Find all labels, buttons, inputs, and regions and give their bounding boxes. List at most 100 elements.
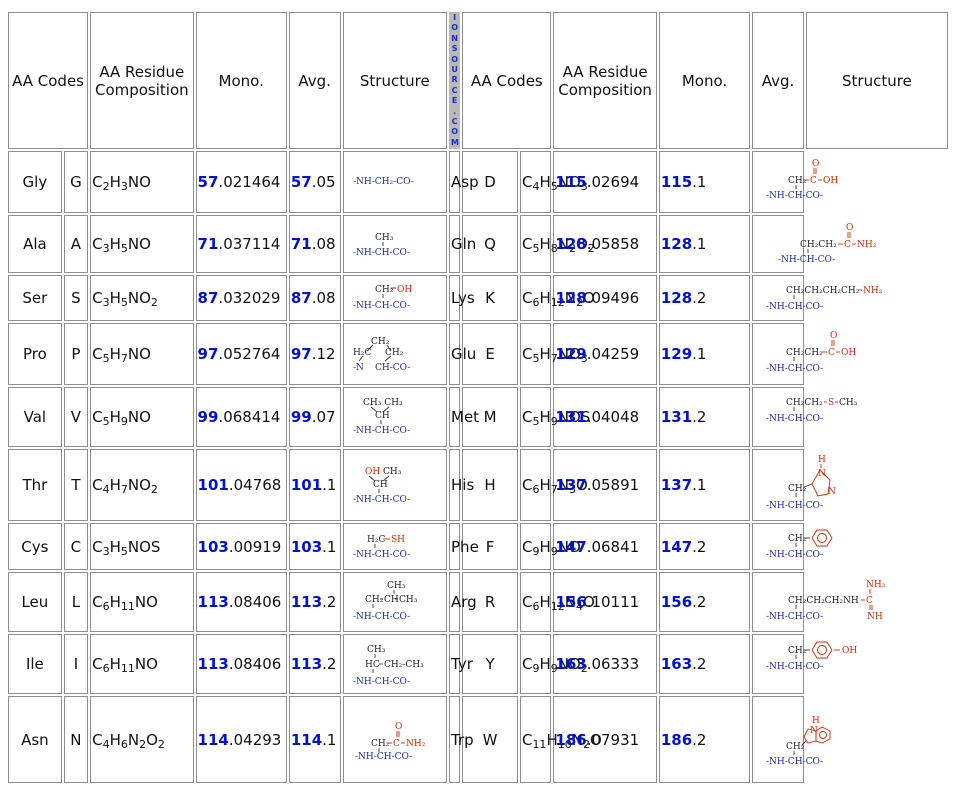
struct-label: -NH-CH-CO- bbox=[353, 426, 410, 436]
residue-name: Met bbox=[449, 387, 479, 448]
avg-mass-fraction: .05 bbox=[311, 173, 336, 192]
mono-mass-integer: 128 bbox=[555, 235, 587, 254]
struct-label: -NH-CH-CO- bbox=[766, 191, 823, 201]
mono-mass: 137.05891 bbox=[553, 449, 657, 522]
avg-mass-fraction: .1 bbox=[322, 537, 337, 556]
avg-mass-fraction: .12 bbox=[311, 345, 336, 364]
residue-name: Val bbox=[8, 387, 62, 448]
structure-lys: CH₂CH₂CH₂CH₂ NH₂ -NH-CH-CO- bbox=[766, 286, 883, 312]
struct-label: CH₂ bbox=[788, 534, 807, 544]
formula-element: C bbox=[92, 537, 103, 556]
residue-name: Phe bbox=[449, 523, 479, 571]
struct-label: CH₂ bbox=[788, 176, 807, 186]
avg-mass-fraction: .1 bbox=[692, 345, 707, 364]
struct-label: C bbox=[866, 596, 873, 606]
residue-composition: C9H9NO bbox=[519, 523, 581, 571]
formula-element: H bbox=[109, 593, 121, 612]
avg-mass: 101.1 bbox=[288, 449, 341, 522]
residue-composition: C3H5NO2 bbox=[90, 275, 194, 322]
structure-diagram: CH₂ -NH-CH-CO- bbox=[752, 523, 833, 571]
residue-composition: C9H9NO2 bbox=[519, 634, 588, 695]
struct-label: C bbox=[828, 348, 835, 358]
struct-label: S bbox=[828, 398, 834, 408]
formula-element: C bbox=[92, 345, 103, 364]
vertical-letter: N bbox=[451, 33, 458, 43]
structure-val: CH₃ CH₃ CH -NH-CH-CO- bbox=[353, 398, 410, 436]
mono-mass-integer: 186 bbox=[555, 730, 587, 749]
vertical-letter: C bbox=[451, 85, 458, 95]
structure-diagram: OH CH₃ CH -NH-CH-CO- bbox=[342, 449, 448, 522]
formula-element: NO bbox=[127, 289, 151, 308]
mono-mass-integer: 137 bbox=[555, 476, 587, 495]
formula-element: C bbox=[521, 655, 533, 674]
formula-subscript: 7 bbox=[550, 352, 558, 366]
formula-element: C bbox=[521, 235, 533, 254]
header-aa-codes-right: AA Codes bbox=[462, 12, 552, 150]
mono-mass: 57.021464 bbox=[195, 151, 287, 214]
residue-code: G bbox=[63, 151, 89, 214]
struct-label: C bbox=[393, 739, 400, 749]
mono-mass-integer: 156 bbox=[555, 593, 587, 612]
formula-subscript: 3 bbox=[102, 242, 110, 256]
formula-subscript: 11 bbox=[120, 600, 135, 614]
struct-label: CH₃ CH₃ bbox=[363, 398, 403, 408]
formula-element: H bbox=[539, 235, 551, 254]
residue-name: Asp bbox=[449, 151, 479, 214]
mono-mass-fraction: .08406 bbox=[228, 655, 282, 674]
avg-mass: 147.2 bbox=[658, 523, 751, 571]
residue-code: H bbox=[462, 449, 518, 522]
avg-mass-integer: 71 bbox=[290, 235, 312, 254]
formula-element: C bbox=[92, 173, 103, 192]
avg-mass-integer: 128 bbox=[660, 235, 693, 254]
residue-name: Ala bbox=[8, 215, 62, 274]
residue-code: N bbox=[63, 696, 89, 784]
mono-mass-integer: 103 bbox=[197, 537, 229, 556]
mono-mass-integer: 163 bbox=[555, 655, 587, 674]
struct-label: -NH-CH-CO- bbox=[353, 495, 410, 505]
structure-diagram: CH₂CH₂ S CH₃ -NH-CH-CO- bbox=[752, 387, 858, 448]
mono-mass-integer: 131 bbox=[555, 408, 587, 427]
residue-code: F bbox=[462, 523, 518, 571]
struct-label: HC bbox=[365, 660, 380, 670]
table-row: Thr T C4H7NO2 101.04768 101.1 OH CH₃ CH -NH… bbox=[8, 449, 948, 522]
formula-element: H bbox=[539, 345, 551, 364]
avg-mass-fraction: .2 bbox=[322, 655, 337, 674]
formula-subscript: 9 bbox=[550, 544, 558, 558]
struct-label: CH₂-CH₃ bbox=[384, 660, 424, 670]
formula-subscript: 5 bbox=[532, 352, 540, 366]
residue-code: P bbox=[63, 323, 89, 386]
header-avg: Avg. bbox=[288, 12, 341, 150]
residue-name: Gln bbox=[449, 215, 476, 274]
formula-element: NOS bbox=[127, 537, 161, 556]
residue-name: His bbox=[449, 449, 474, 522]
struct-label: -NH-CH-CO- bbox=[355, 752, 412, 762]
formula-element: NO bbox=[127, 345, 151, 364]
residue-code: M bbox=[462, 387, 518, 448]
formula-element: H bbox=[539, 655, 551, 674]
formula-element: NO bbox=[127, 235, 151, 254]
struct-label: CH bbox=[384, 595, 399, 605]
struct-label: CH₃ bbox=[387, 581, 406, 591]
avg-mass-fraction: .2 bbox=[692, 408, 707, 427]
table-row: Asn N C4H6N2O2 114.04293 114.1 O CH₂ C NH₂ -… bbox=[8, 696, 948, 784]
mono-mass: 87.032029 bbox=[195, 275, 287, 322]
formula-element: C bbox=[92, 730, 103, 749]
struct-label: OH bbox=[841, 348, 856, 358]
formula-subscript: 5 bbox=[102, 415, 110, 429]
avg-mass-integer: 103 bbox=[290, 537, 323, 556]
struct-label: -NH-CH-CO- bbox=[353, 550, 410, 560]
structure-diagram: H N CH₂ -NH-CH-CO- bbox=[752, 696, 831, 784]
structure-diagram: CH₃ CH₃ CH -NH-CH-CO- bbox=[342, 387, 448, 448]
struct-label: H₂C bbox=[353, 348, 371, 358]
avg-mass-fraction: .1 bbox=[692, 173, 707, 192]
mono-mass-integer: 99 bbox=[197, 408, 219, 427]
struct-label: -NH-CH-CO- bbox=[766, 501, 823, 511]
mono-mass-fraction: .07931 bbox=[586, 730, 640, 749]
formula-subscript: 5 bbox=[120, 296, 128, 310]
structure-diagram: CH₂ OH -NH-CH-CO- bbox=[342, 275, 448, 322]
structure-gln: O CH₂CH₂ C NH₂ -NH-CH-CO- bbox=[778, 223, 877, 265]
residue-name: Asn bbox=[8, 696, 62, 784]
avg-mass-integer: 156 bbox=[660, 593, 693, 612]
mono-mass-fraction: .10111 bbox=[586, 593, 640, 612]
